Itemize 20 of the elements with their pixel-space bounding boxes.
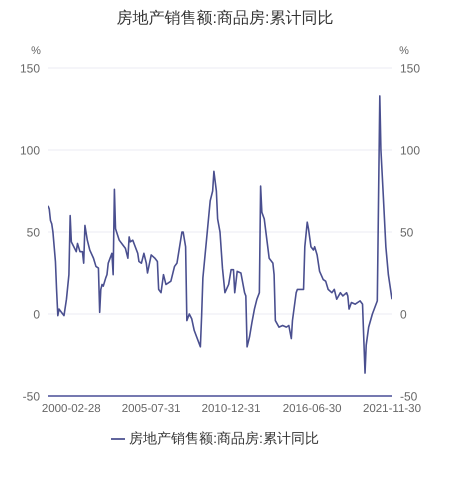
line-series bbox=[48, 95, 392, 374]
legend-label: 房地产销售额:商品房:累计同比 bbox=[129, 430, 319, 446]
y2-tick-label: 150 bbox=[400, 61, 420, 76]
y-axis-title: % bbox=[31, 45, 42, 57]
x-tick-label: 2005-07-31 bbox=[122, 403, 181, 416]
chart-title: 房地产销售额:商品房:累计同比 bbox=[116, 8, 334, 29]
x-tick-label: 2016-06-30 bbox=[282, 403, 342, 416]
y2-tick-label: -50 bbox=[400, 389, 418, 404]
y2-tick-label: 100 bbox=[400, 143, 420, 158]
x-tick-label: 2021-11-30 bbox=[363, 403, 421, 416]
y-tick-label: 150 bbox=[20, 61, 40, 76]
y2-tick-label: 50 bbox=[400, 225, 414, 240]
y2-axis-title: % bbox=[399, 45, 410, 57]
y-tick-label: 0 bbox=[33, 307, 40, 322]
y2-tick-label: 0 bbox=[400, 307, 407, 322]
y-tick-label: -50 bbox=[22, 389, 40, 404]
x-tick-label: 2010-12-31 bbox=[202, 403, 260, 416]
y-tick-label: 50 bbox=[26, 225, 40, 240]
y-tick-label: 100 bbox=[20, 143, 40, 158]
x-tick-label: 2000-02-28 bbox=[42, 403, 101, 416]
